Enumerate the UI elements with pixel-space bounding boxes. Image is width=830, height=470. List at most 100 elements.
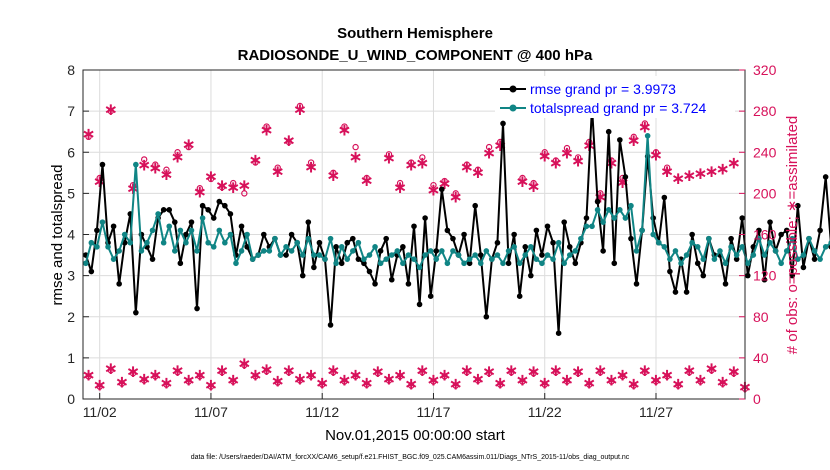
totalspread-point [355,239,362,246]
obs-low-possible-marker [574,370,582,377]
obs-low-assimilated-marker: ∗ [615,365,629,385]
totalspread-point [416,264,423,271]
legend-spread-label: totalspread grand pr = 3.724 [530,100,707,116]
totalspread-point [539,260,545,267]
totalspread-point [366,252,373,258]
totalspread-point [233,260,239,267]
rmse-point [227,211,234,217]
obs-assimilated-marker: ∗ [560,143,574,163]
obs-low-possible-marker [174,369,181,376]
totalspread-point [121,231,128,238]
obs-low-possible-marker [686,369,693,376]
obs-low-possible-marker [263,368,270,375]
rmse-point [444,227,451,234]
totalspread-point [199,215,206,221]
obs-low-possible-marker [107,367,115,374]
obs-possible-marker [452,190,459,197]
totalspread-point [489,256,495,262]
rmse-point [388,276,395,283]
obs-low-possible-marker [230,378,237,385]
rmse-point [244,244,250,250]
totalspread-point [572,248,579,254]
totalspread-point [622,215,629,221]
rmse-point [555,330,562,337]
obs-assimilated-marker: ∗ [716,160,730,180]
rmse-point [528,272,534,279]
x-tick-label: 11/22 [528,404,562,420]
obs-low-assimilated-marker: ∗ [259,360,273,380]
x-tick-label: 11/02 [83,404,117,420]
obs-assimilated-marker: ∗ [170,147,184,167]
y-tick-label-left: 3 [67,268,75,284]
y-tick-label-left: 7 [67,103,75,119]
totalspread-point [216,227,223,234]
totalspread-point [394,248,401,254]
totalspread-point [439,248,445,254]
obs-possible-marker [285,138,293,146]
totalspread-point [761,252,768,258]
obs-low-possible-marker [452,382,459,389]
rmse-point [722,281,729,287]
totalspread-point [678,260,684,267]
obs-count-markers: ∗∗∗∗∗∗∗∗∗∗∗∗∗∗∗∗∗∗∗∗ ∗∗∗∗∗∗∗∗∗∗∗∗∗∗∗∗∗∗∗∗… [81,100,752,398]
totalspread-point [183,239,189,246]
right-axis: 0 40 80 120 160 200 240 280 320 [739,62,777,407]
obs-low-possible-marker [307,373,315,380]
totalspread-point [266,248,273,254]
rmse-point [505,260,512,267]
totalspread-point [144,239,150,246]
obs-assimilated-marker: ∗ [482,143,496,163]
obs-low-possible-marker [341,378,348,385]
obs-low-possible-marker [352,373,359,380]
obs-low-assimilated-marker: ∗ [81,365,95,385]
rmse-point [566,244,573,250]
obs-low-possible-marker [597,369,604,376]
obs-assimilated-marker: ∗ [727,154,741,174]
obs-possible-marker [463,161,471,168]
rmse-point [411,223,417,230]
obs-low-assimilated-marker: ∗ [471,369,485,389]
obs-assimilated-marker: ∗ [81,125,95,145]
totalspread-point [88,239,95,246]
rmse-point [522,244,529,250]
rmse-point [377,248,384,254]
totalspread-point [767,239,773,246]
rmse-point [733,256,740,262]
obs-low-assimilated-marker: ∗ [326,361,340,381]
obs-low-assimilated-marker: ∗ [493,374,507,394]
y-axis-label-right: # of obs: o=possible; ∗=assimilated [784,116,801,355]
obs-possible-marker [641,120,649,127]
totalspread-point [361,256,367,262]
legend-spread-marker [509,104,517,112]
rmse-line [84,106,830,335]
y-tick-label-right: 320 [753,62,777,78]
rmse-point [628,235,634,242]
obs-low-assimilated-marker: ∗ [482,362,496,382]
totalspread-point [166,223,173,230]
totalspread-point [722,260,729,267]
obs-assimilated-marker: ∗ [415,154,429,174]
rmse-point [561,219,568,225]
rmse-point [494,239,501,246]
obs-low-possible-marker [530,370,537,377]
obs-low-assimilated-marker: ∗ [571,362,585,382]
rmse-point [661,194,668,201]
obs-low-possible-marker [675,382,682,389]
obs-low-possible-marker [563,378,571,385]
obs-low-assimilated-marker: ∗ [170,361,184,381]
rmse-point [338,260,345,267]
rmse-point [133,309,139,316]
totalspread-point [528,244,534,250]
rmse-point [210,215,217,221]
obs-low-possible-marker [519,378,526,385]
obs-low-assimilated-marker: ∗ [549,361,563,381]
rmse-point [633,281,640,287]
obs-assimilated-marker: ∗ [137,156,151,176]
rmse-point [194,305,200,312]
totalspread-point [522,252,529,258]
obs-low-possible-marker [608,378,615,385]
totalspread-point [249,256,256,262]
obs-possible-marker [541,149,548,156]
totalspread-point [783,248,790,254]
totalspread-point [338,244,345,250]
